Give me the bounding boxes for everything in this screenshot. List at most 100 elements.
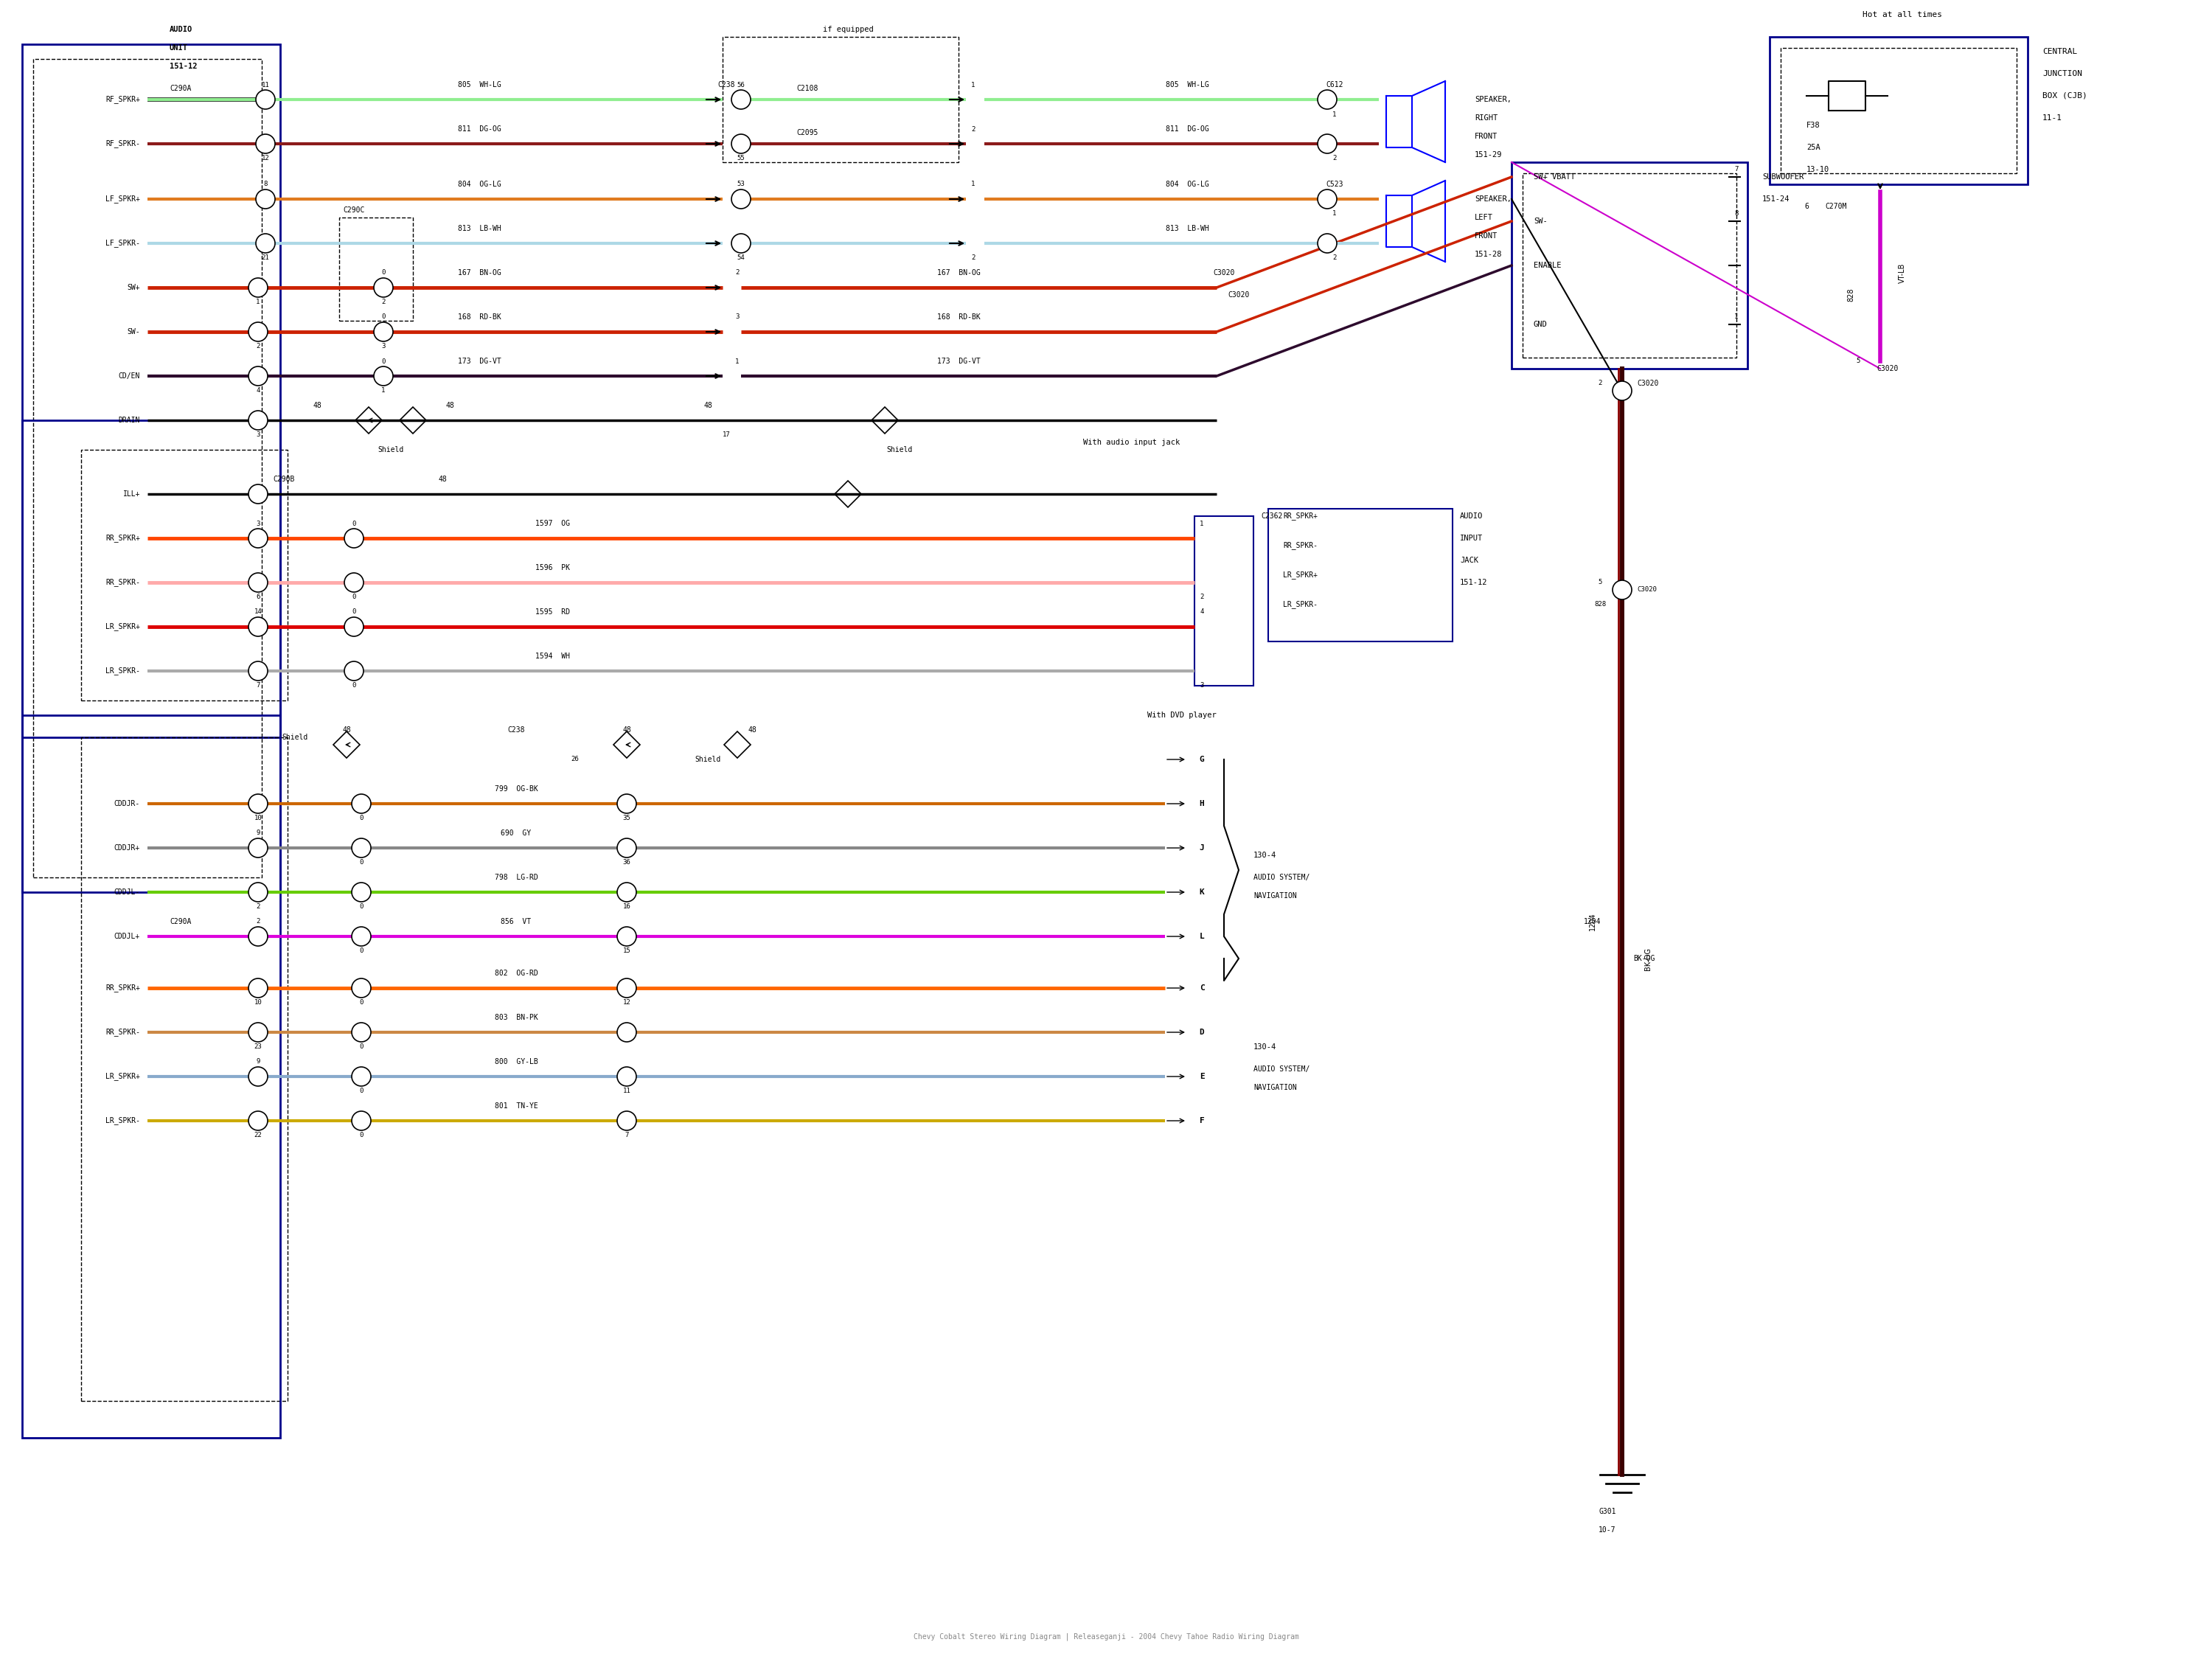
Text: RR_SPKR+: RR_SPKR+ <box>106 534 139 542</box>
Text: J: J <box>1199 844 1203 851</box>
Text: BK-OG: BK-OG <box>1644 947 1652 971</box>
Text: 35: 35 <box>624 815 630 821</box>
Circle shape <box>248 484 268 504</box>
Circle shape <box>352 1112 372 1130</box>
Text: 2: 2 <box>971 126 975 133</box>
Text: 8: 8 <box>1734 211 1739 217</box>
Circle shape <box>732 134 750 153</box>
Text: 2: 2 <box>257 904 261 911</box>
Text: JUNCTION: JUNCTION <box>2042 70 2081 78</box>
Text: 6: 6 <box>1805 202 1809 211</box>
Circle shape <box>374 322 394 342</box>
Text: 2: 2 <box>1597 380 1601 387</box>
Text: 11: 11 <box>624 1088 630 1095</box>
Circle shape <box>257 90 274 109</box>
Circle shape <box>1318 90 1336 109</box>
Text: CDDJL+: CDDJL+ <box>115 932 139 941</box>
Text: SUBWOOFER: SUBWOOFER <box>1763 173 1803 181</box>
Text: 1597  OG: 1597 OG <box>535 519 571 528</box>
Text: SW-: SW- <box>1533 217 1548 226</box>
Text: 48: 48 <box>445 401 453 410</box>
Text: 805  WH-LG: 805 WH-LG <box>458 81 500 88</box>
Text: GND: GND <box>1533 320 1548 328</box>
Text: L: L <box>1199 932 1203 941</box>
Text: 1: 1 <box>257 299 261 305</box>
Text: RR_SPKR+: RR_SPKR+ <box>1283 513 1318 521</box>
Circle shape <box>248 617 268 637</box>
Text: 6: 6 <box>257 594 261 601</box>
Text: FRONT: FRONT <box>1475 133 1498 139</box>
Circle shape <box>248 1067 268 1087</box>
Text: NAVIGATION: NAVIGATION <box>1254 1083 1296 1092</box>
Text: 130-4: 130-4 <box>1254 851 1276 859</box>
Circle shape <box>1318 234 1336 252</box>
Text: G: G <box>1199 757 1203 763</box>
Text: 151-12: 151-12 <box>1460 579 1486 586</box>
Text: RR_SPKR+: RR_SPKR+ <box>106 984 139 992</box>
Circle shape <box>248 279 268 297</box>
Text: 1: 1 <box>734 358 739 365</box>
Text: 0: 0 <box>358 999 363 1005</box>
Text: 0: 0 <box>352 682 356 688</box>
Text: 804  OG-LG: 804 OG-LG <box>1166 181 1208 187</box>
Text: CDDJR-: CDDJR- <box>115 800 139 808</box>
Text: 168  RD-BK: 168 RD-BK <box>938 314 980 320</box>
Circle shape <box>345 572 363 592</box>
Text: 2: 2 <box>1332 255 1336 262</box>
Circle shape <box>617 1112 637 1130</box>
Text: F38: F38 <box>1807 121 1820 129</box>
Text: D: D <box>1199 1029 1203 1035</box>
Text: 0: 0 <box>358 947 363 954</box>
Text: 11-1: 11-1 <box>2042 114 2062 121</box>
Text: 4: 4 <box>1199 609 1203 615</box>
Circle shape <box>732 234 750 252</box>
Text: 798  LG-RD: 798 LG-RD <box>495 874 538 881</box>
Text: 3: 3 <box>380 343 385 350</box>
Text: 0: 0 <box>358 1088 363 1095</box>
Text: DRAIN: DRAIN <box>119 416 139 425</box>
Circle shape <box>374 279 394 297</box>
Text: H: H <box>1199 800 1203 808</box>
Text: 173  DG-VT: 173 DG-VT <box>938 358 980 365</box>
Circle shape <box>248 529 268 547</box>
Text: Hot at all times: Hot at all times <box>1863 12 1942 18</box>
Text: 12: 12 <box>261 156 270 163</box>
Text: RR_SPKR-: RR_SPKR- <box>106 579 139 587</box>
Text: ENABLE: ENABLE <box>1533 262 1562 269</box>
Text: 1: 1 <box>971 181 975 187</box>
Text: 2: 2 <box>1199 594 1203 601</box>
Text: LR_SPKR+: LR_SPKR+ <box>106 622 139 630</box>
Text: 168  RD-BK: 168 RD-BK <box>458 314 500 320</box>
Circle shape <box>248 883 268 902</box>
Text: 7: 7 <box>624 1131 628 1138</box>
Circle shape <box>617 795 637 813</box>
Text: 1: 1 <box>1332 111 1336 118</box>
Text: 1204: 1204 <box>1584 917 1601 926</box>
Text: 690  GY: 690 GY <box>500 830 531 836</box>
Text: CENTRAL: CENTRAL <box>2042 48 2077 55</box>
Circle shape <box>1613 382 1632 400</box>
Text: 0: 0 <box>358 1131 363 1138</box>
Text: 17: 17 <box>723 431 730 438</box>
Text: 3: 3 <box>734 314 739 320</box>
Text: 21: 21 <box>261 255 270 262</box>
Text: 53: 53 <box>737 181 745 187</box>
Text: C: C <box>1199 984 1203 992</box>
Circle shape <box>248 572 268 592</box>
Text: C290B: C290B <box>272 476 294 483</box>
Circle shape <box>248 979 268 997</box>
Text: CDDJR+: CDDJR+ <box>115 844 139 851</box>
Text: LR_SPKR+: LR_SPKR+ <box>1283 571 1318 579</box>
Text: AUDIO: AUDIO <box>170 27 192 33</box>
Text: C523: C523 <box>1325 181 1343 187</box>
Circle shape <box>352 883 372 902</box>
Text: 0: 0 <box>352 521 356 528</box>
Circle shape <box>617 1022 637 1042</box>
Text: 2: 2 <box>380 299 385 305</box>
Text: BOX (CJB): BOX (CJB) <box>2042 93 2088 100</box>
Text: 3: 3 <box>257 521 261 528</box>
Circle shape <box>352 979 372 997</box>
Text: Shield: Shield <box>378 446 405 453</box>
Circle shape <box>345 662 363 680</box>
Text: 813  LB-WH: 813 LB-WH <box>458 226 500 232</box>
